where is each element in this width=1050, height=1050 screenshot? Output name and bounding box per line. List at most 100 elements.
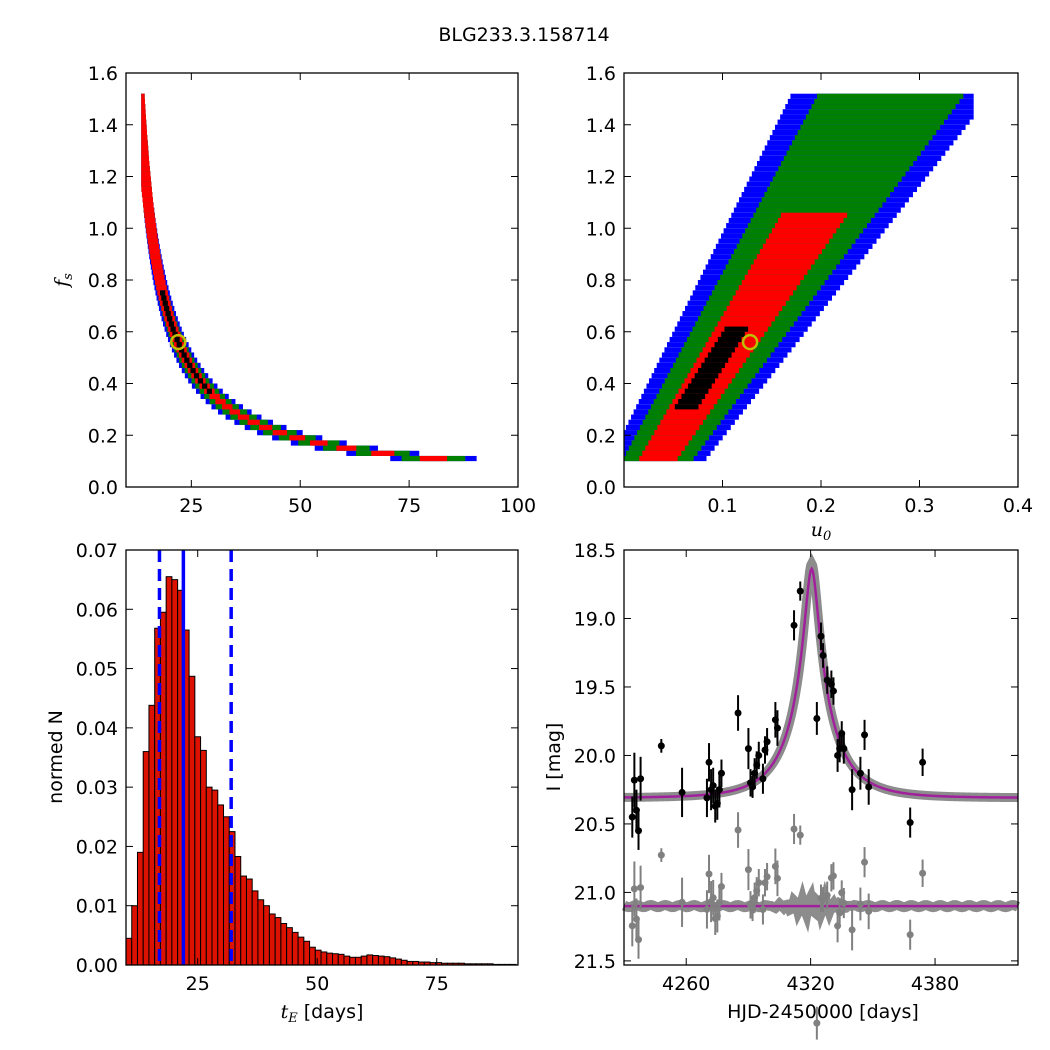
y-tick-label: 0.00 bbox=[76, 955, 118, 977]
red-region bbox=[149, 248, 160, 255]
residual-point bbox=[773, 874, 781, 882]
residual-point bbox=[856, 900, 864, 908]
green-region bbox=[792, 140, 929, 146]
y-tick-label: 1.2 bbox=[88, 167, 118, 189]
data-point bbox=[865, 783, 873, 791]
panel-tE-histogram: 25 50 75 0.00 0.01 0.02 0.03 0.04 0.05 0.06 0.07 no… bbox=[45, 540, 519, 1026]
residual-point bbox=[763, 873, 771, 881]
black-region bbox=[172, 331, 178, 337]
red-region bbox=[663, 414, 707, 420]
x-tick-label: 50 bbox=[288, 495, 312, 517]
data-point bbox=[829, 687, 837, 695]
red-region bbox=[735, 290, 794, 296]
histogram-bar bbox=[297, 936, 305, 966]
y-tick-label: 0.4 bbox=[88, 374, 118, 396]
black-region bbox=[717, 336, 742, 343]
y-tick-label: 0.03 bbox=[76, 777, 118, 799]
residual-point bbox=[848, 926, 856, 934]
histogram-bar bbox=[303, 940, 311, 966]
red-region bbox=[259, 424, 273, 431]
data-point bbox=[906, 819, 914, 827]
data-point bbox=[709, 782, 717, 790]
data-point bbox=[790, 621, 798, 629]
y-tick-label: 20.0 bbox=[574, 745, 616, 767]
red-region bbox=[148, 243, 159, 249]
red-region bbox=[144, 217, 156, 224]
black-region bbox=[694, 373, 719, 379]
y-tick-label: 1.0 bbox=[88, 218, 118, 240]
red-region bbox=[272, 430, 288, 436]
residual-point bbox=[906, 931, 914, 939]
green-region bbox=[817, 93, 964, 99]
green-region bbox=[758, 202, 883, 208]
y-tick-label: 0.02 bbox=[76, 836, 118, 858]
x-axis-label: u0 bbox=[811, 519, 832, 544]
green-region bbox=[769, 181, 898, 187]
data-point bbox=[856, 769, 864, 777]
histogram-bar bbox=[354, 956, 362, 966]
black-region bbox=[688, 383, 712, 389]
red-region bbox=[143, 202, 154, 208]
data-point bbox=[657, 742, 665, 750]
black-region bbox=[197, 378, 204, 384]
red-region bbox=[747, 269, 808, 275]
histogram-bar bbox=[360, 955, 368, 966]
panel-u0-fs: 0.1 0.2 0.3 0.4 0.0 0.2 0.4 0.6 0.8 1.0 1.2 1.4 1.6 u… bbox=[586, 63, 1033, 544]
red-region bbox=[744, 274, 804, 280]
green-region bbox=[778, 166, 910, 172]
data-point bbox=[635, 827, 643, 835]
posterior-cells bbox=[141, 93, 477, 462]
residual-point bbox=[759, 905, 767, 913]
green-region bbox=[772, 176, 902, 182]
red-region bbox=[155, 280, 166, 286]
red-region bbox=[209, 393, 220, 400]
red-region bbox=[144, 212, 155, 218]
red-region bbox=[215, 399, 226, 405]
red-region bbox=[145, 223, 157, 229]
histogram-bar bbox=[245, 878, 253, 966]
data-point bbox=[717, 769, 725, 777]
residual-point bbox=[790, 825, 798, 833]
red-region bbox=[768, 233, 833, 239]
black-region bbox=[184, 357, 190, 363]
red-region bbox=[720, 316, 776, 322]
red-region bbox=[309, 440, 328, 446]
residual-point bbox=[836, 909, 844, 917]
plot-frame bbox=[125, 549, 519, 966]
residual-point bbox=[840, 899, 848, 907]
data-point bbox=[734, 709, 742, 717]
panel-tE-fs: 25 50 75 100 0.0 0.2 0.4 0.6 0.8 1.0 1.2 1.4 1.6 fs bbox=[51, 63, 536, 517]
black-region bbox=[168, 321, 174, 327]
black-region bbox=[202, 383, 208, 389]
red-region bbox=[151, 259, 162, 265]
residual-point bbox=[865, 907, 873, 915]
histogram-bar bbox=[223, 816, 230, 966]
red-region bbox=[771, 228, 837, 234]
green-region bbox=[811, 104, 956, 110]
histogram-bar bbox=[372, 955, 379, 966]
red-region bbox=[141, 98, 145, 105]
residual-point bbox=[717, 883, 725, 891]
red-region bbox=[147, 233, 158, 239]
x-tick-label: 0.2 bbox=[806, 495, 836, 517]
x-tick-label: 0.3 bbox=[904, 495, 934, 517]
x-axis-label: HJD-2450000 [days] bbox=[727, 1001, 919, 1023]
data-point bbox=[715, 786, 723, 794]
red-region bbox=[660, 419, 703, 425]
black-region bbox=[701, 362, 725, 368]
red-region bbox=[780, 212, 848, 218]
data-point bbox=[703, 794, 711, 802]
red-region bbox=[750, 264, 812, 270]
red-region bbox=[141, 140, 148, 146]
residual-point bbox=[813, 1019, 821, 1027]
black-region bbox=[681, 393, 706, 400]
panel-lightcurve: 4260 4320 4380 18.5 19.0 19.5 20.0 20.5 21.0 21.5… bbox=[543, 540, 1021, 1040]
red-region bbox=[732, 295, 790, 301]
black-region bbox=[181, 352, 187, 358]
y-tick-label: 0.4 bbox=[586, 374, 616, 396]
y-tick-label: 0.8 bbox=[586, 270, 616, 292]
x-tick-label: 100 bbox=[500, 495, 536, 517]
red-region bbox=[141, 160, 150, 167]
data-point bbox=[755, 751, 763, 759]
